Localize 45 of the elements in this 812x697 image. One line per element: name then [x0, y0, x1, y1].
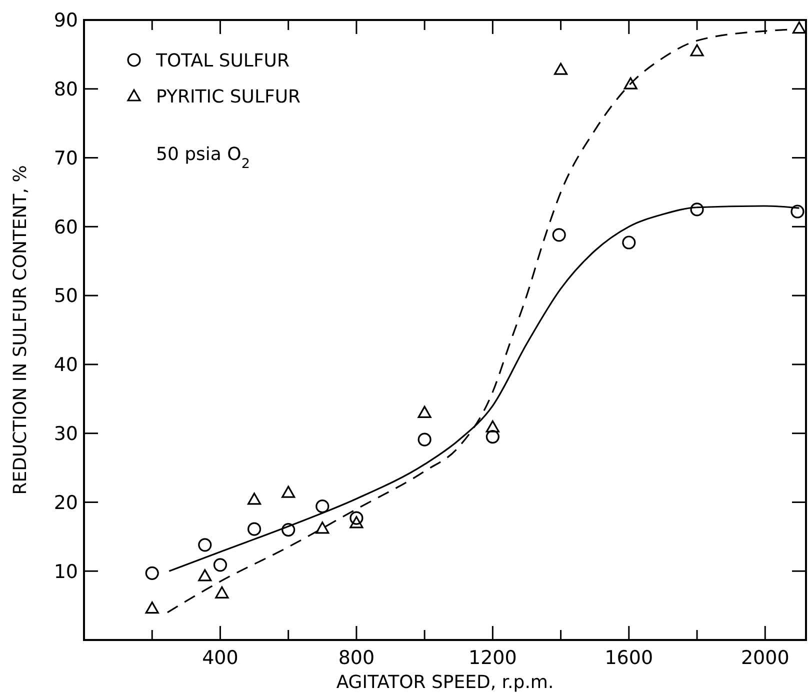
legend-label: PYRITIC SULFUR: [156, 86, 301, 108]
point: [247, 492, 262, 505]
y-tick-label: 70: [54, 147, 78, 170]
point: [215, 586, 229, 598]
y-tick-label: 40: [54, 354, 78, 376]
x-axis-title: AGITATOR SPEED, r.p.m.: [336, 672, 554, 693]
point: [282, 486, 296, 498]
point: [622, 236, 636, 250]
point: [316, 500, 330, 514]
y-tick-label: 30: [54, 422, 78, 445]
point: [552, 228, 566, 242]
y-tick-label: 20: [54, 492, 78, 514]
point: [316, 522, 330, 534]
point: [145, 602, 159, 614]
point: [690, 202, 704, 216]
point: [282, 522, 296, 537]
point: [350, 516, 364, 528]
point: [350, 511, 364, 525]
annotation: 50 psia O$_{2}$: [156, 144, 250, 172]
legend-label: TOTAL SULFUR: [155, 50, 290, 72]
x-tick-label: 2000: [740, 647, 790, 669]
point: [247, 522, 262, 536]
y-axis-title: REDUCTION IN SULFUR CONTENT, %: [10, 165, 31, 495]
point: [145, 566, 159, 580]
y-tick-label: 80: [54, 78, 78, 101]
x-tick-label: 1200: [468, 647, 517, 669]
point: [624, 77, 638, 90]
point: [418, 432, 432, 446]
point: [790, 204, 804, 218]
point: [792, 21, 806, 34]
x-tick-label: 800: [338, 647, 375, 669]
point: [418, 406, 432, 418]
x-tick-label: 400: [202, 647, 238, 669]
point: [198, 569, 212, 582]
y-tick-label: 90: [54, 10, 78, 32]
point: [690, 44, 704, 56]
y-tick-label: 10: [54, 560, 78, 583]
y-tick-label: 60: [54, 216, 78, 238]
point: [486, 420, 500, 432]
point: [213, 558, 228, 572]
point: [198, 538, 212, 552]
point: [554, 62, 568, 75]
point: [486, 430, 500, 444]
x-tick-label: 1600: [604, 647, 654, 669]
y-tick-label: 50: [54, 285, 78, 308]
